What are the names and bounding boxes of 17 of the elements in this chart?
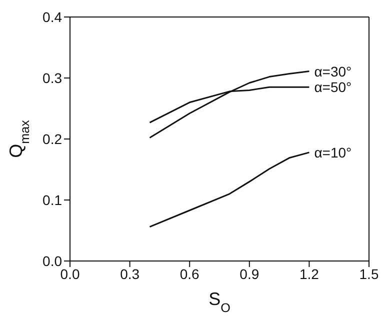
line-series xyxy=(148,152,310,228)
y-tick-label: 0.2 xyxy=(42,130,62,147)
y-tick-label: 0.0 xyxy=(42,252,62,269)
x-tick-label: 0.3 xyxy=(120,266,140,282)
x-tick-label: 1.2 xyxy=(299,266,320,282)
x-tick-label: 0.9 xyxy=(240,266,260,282)
line-series xyxy=(148,70,310,139)
x-tick-label: 1.5 xyxy=(359,266,379,282)
x-axis-title: S$_{O}$ xyxy=(208,289,231,315)
y-tick-label: 0.4 xyxy=(42,8,62,25)
y-tick-label: 0.1 xyxy=(42,192,62,208)
y-tick-label: 0.3 xyxy=(42,70,62,86)
series-label: α=50° xyxy=(314,79,352,96)
series-label: α=30° xyxy=(314,63,352,80)
x-tick-label: 0.0 xyxy=(60,266,80,282)
series-label: α=10° xyxy=(314,144,352,160)
x-tick-label: 0.6 xyxy=(180,266,200,282)
